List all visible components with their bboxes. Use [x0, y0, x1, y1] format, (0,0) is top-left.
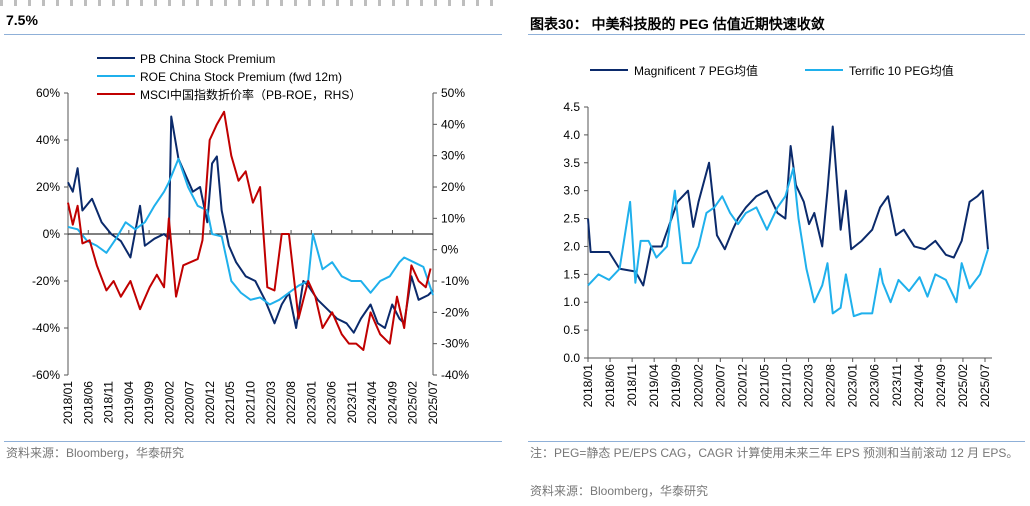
x-tick-label: 2018/11 [102, 381, 116, 424]
divider [528, 34, 1025, 35]
x-tick-label: 2021/05 [223, 381, 237, 425]
left-title: 7.5% [6, 12, 38, 28]
x-tick-label: 2025/07 [978, 364, 992, 408]
x-tick-label: 2020/02 [691, 364, 705, 408]
y-tick-label-right: 0% [441, 243, 459, 257]
y-tick-label-left: -20% [32, 274, 60, 288]
x-tick-label: 2020/12 [203, 381, 217, 425]
x-tick-label: 2019/04 [122, 381, 136, 425]
x-tick-label: 2019/09 [142, 381, 156, 425]
x-tick-label: 2022/03 [802, 364, 816, 408]
x-tick-label: 2023/06 [325, 381, 339, 425]
y-tick-label-right: 40% [441, 117, 465, 131]
y-tick-label: 1.5 [563, 267, 580, 281]
x-tick-label: 2022/08 [824, 364, 838, 408]
x-tick-label: 2021/10 [780, 364, 794, 408]
y-tick-label: 0.0 [563, 351, 580, 365]
x-tick-label: 2023/06 [868, 364, 882, 408]
y-tick-label-right: 20% [441, 180, 465, 194]
x-tick-label: 2024/04 [912, 364, 926, 408]
x-tick-label: 2023/01 [304, 381, 318, 425]
y-tick-label-left: -60% [32, 368, 60, 382]
y-tick-label-right: -40% [441, 368, 469, 382]
x-tick-label: 2022/08 [284, 381, 298, 425]
x-tick-label: 2018/06 [603, 364, 617, 408]
y-tick-label: 2.5 [563, 212, 580, 226]
y-tick-label-left: 40% [36, 133, 60, 147]
x-tick-label: 2024/09 [385, 381, 399, 425]
legend-label: ROE China Stock Premium (fwd 12m) [140, 70, 342, 84]
legend-label: Terrific 10 PEG均值 [849, 63, 954, 78]
y-tick-label: 0.5 [563, 323, 580, 337]
series-line-2 [587, 167, 989, 318]
legend-label: MSCI中国指数折价率（PB-ROE，RHS） [140, 87, 361, 102]
x-tick-label: 2018/01 [61, 381, 75, 425]
y-tick-label-right: -10% [441, 274, 469, 288]
y-tick-label: 4.0 [563, 128, 580, 142]
series-line-3 [67, 110, 432, 351]
x-tick-label: 2021/05 [757, 364, 771, 408]
top-cut-text [0, 0, 500, 6]
y-tick-label-right: 30% [441, 149, 465, 163]
x-tick-label: 2020/12 [735, 364, 749, 408]
legend-label: Magnificent 7 PEG均值 [634, 63, 758, 78]
legend-label: PB China Stock Premium [140, 52, 275, 66]
chart-left: 60% 40% 20% 0% -20% -40% -60% 50% 40% 30% 20% 10% 0%… [32, 52, 469, 425]
x-tick-label: 2023/11 [890, 364, 904, 407]
x-tick-label: 2025/07 [426, 381, 440, 425]
series-line-2 [67, 157, 434, 306]
y-tick-label-left: 0% [43, 227, 61, 241]
x-tick-label: 2018/01 [581, 364, 595, 408]
x-tick-label: 2021/10 [244, 381, 258, 425]
x-tick-label: 2024/04 [365, 381, 379, 425]
series-line-1 [587, 125, 989, 287]
x-tick-label: 2023/01 [846, 364, 860, 408]
x-tick-label: 2022/03 [264, 381, 278, 425]
x-tick-label: 2018/06 [81, 381, 95, 425]
y-tick-label: 3.0 [563, 184, 580, 198]
divider [4, 34, 502, 35]
y-tick-label-right: 10% [441, 211, 465, 225]
series-line-1 [67, 115, 434, 334]
right-source: 资料来源：Bloomberg，华泰研究 [530, 484, 709, 498]
x-tick-label: 2024/09 [934, 364, 948, 408]
y-tick-label: 3.5 [563, 156, 580, 170]
y-tick-label-left: 20% [36, 180, 60, 194]
y-tick-label-right: 50% [441, 86, 465, 100]
divider [4, 441, 502, 442]
y-tick-label-right: -20% [441, 305, 469, 319]
x-tick-label: 2020/07 [183, 381, 197, 425]
x-tick-label: 2023/11 [345, 381, 359, 424]
y-tick-label: 4.5 [563, 100, 580, 114]
y-tick-label-right: -30% [441, 337, 469, 351]
divider [528, 441, 1025, 442]
x-tick-label: 2020/07 [713, 364, 727, 408]
right-title: 图表30： 中美科技股的 PEG 估值近期快速收敛 [530, 16, 825, 32]
y-tick-label-left: 60% [36, 86, 60, 100]
y-tick-label: 1.0 [563, 295, 580, 309]
x-tick-label: 2019/04 [647, 364, 661, 408]
x-tick-label: 2018/11 [625, 364, 639, 407]
left-source: 资料来源：Bloomberg，华泰研究 [6, 446, 185, 460]
x-tick-label: 2020/02 [162, 381, 176, 425]
right-note: 注：PEG=静态 PE/EPS CAG，CAGR 计算使用未来三年 EPS 预测… [530, 446, 1019, 460]
y-tick-label: 2.0 [563, 239, 580, 253]
chart-right: 0.0 0.5 1.0 1.5 2.0 2.5 3.0 3.5 4.0 4.5 2018/01 201… [563, 63, 992, 408]
y-tick-label-left: -40% [32, 321, 60, 335]
x-tick-label: 2025/02 [956, 364, 970, 408]
x-tick-label: 2019/09 [669, 364, 683, 408]
x-tick-label: 2025/02 [406, 381, 420, 425]
